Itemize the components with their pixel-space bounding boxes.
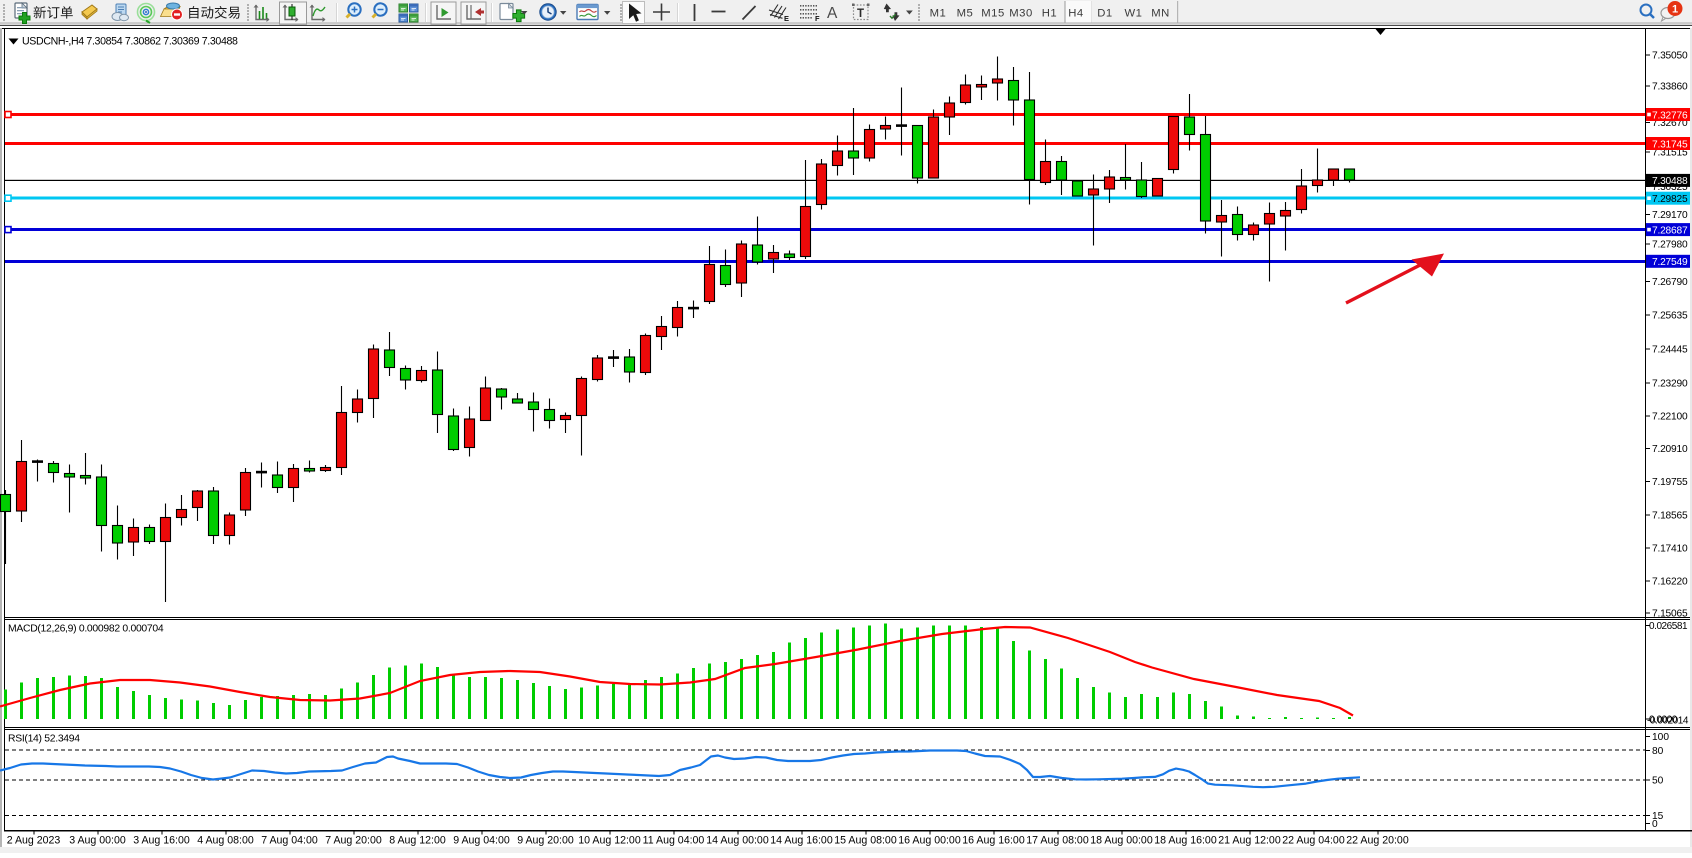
svg-text:15 Aug 08:00: 15 Aug 08:00	[834, 835, 897, 847]
svg-text:7.30488: 7.30488	[1652, 176, 1688, 187]
svg-text:80: 80	[1652, 746, 1664, 757]
svg-text:3 Aug 00:00: 3 Aug 00:00	[69, 835, 126, 847]
svg-text:7.32776: 7.32776	[1652, 110, 1688, 121]
svg-text:M15: M15	[981, 8, 1004, 20]
svg-text:7.19755: 7.19755	[1652, 477, 1688, 488]
svg-text:USDCNH-,H4 7.30854 7.30862 7.: USDCNH-,H4 7.30854 7.30862 7.30369 7.304…	[22, 36, 238, 48]
svg-text:0.0000: 0.0000	[1649, 715, 1678, 726]
svg-text:14 Aug 00:00: 14 Aug 00:00	[706, 835, 769, 847]
svg-text:7 Aug 20:00: 7 Aug 20:00	[325, 835, 382, 847]
svg-text:21 Aug 12:00: 21 Aug 12:00	[1218, 835, 1281, 847]
svg-text:7.20910: 7.20910	[1652, 444, 1688, 455]
svg-text:50: 50	[1652, 776, 1664, 787]
svg-text:7.28687: 7.28687	[1652, 225, 1688, 236]
svg-text:7.32670: 7.32670	[1652, 118, 1688, 129]
svg-text:7.23290: 7.23290	[1652, 379, 1688, 390]
svg-text:7.27549: 7.27549	[1652, 257, 1688, 268]
svg-text:0.026581: 0.026581	[1649, 621, 1688, 632]
svg-text:7.18565: 7.18565	[1652, 511, 1688, 522]
svg-text:M5: M5	[957, 8, 974, 20]
svg-text:W1: W1	[1125, 8, 1143, 20]
svg-text:22 Aug 20:00: 22 Aug 20:00	[1346, 835, 1409, 847]
svg-text:11 Aug 04:00: 11 Aug 04:00	[643, 835, 705, 847]
svg-text:7.35050: 7.35050	[1652, 51, 1688, 62]
svg-text:7.30325: 7.30325	[1652, 182, 1688, 193]
svg-text:7.29170: 7.29170	[1652, 210, 1688, 221]
svg-text:RSI(14) 52.3494: RSI(14) 52.3494	[8, 734, 80, 745]
svg-text:15: 15	[1652, 811, 1664, 822]
svg-text:M30: M30	[1009, 8, 1032, 20]
svg-text:9 Aug 20:00: 9 Aug 20:00	[517, 835, 574, 847]
svg-text:22 Aug 04:00: 22 Aug 04:00	[1282, 835, 1345, 847]
svg-text:7.16220: 7.16220	[1652, 577, 1688, 588]
svg-text:10 Aug 12:00: 10 Aug 12:00	[578, 835, 641, 847]
svg-text:A: A	[827, 5, 838, 22]
svg-text:7 Aug 04:00: 7 Aug 04:00	[261, 835, 318, 847]
svg-text:16 Aug 16:00: 16 Aug 16:00	[962, 835, 1025, 847]
svg-text:7.17410: 7.17410	[1652, 544, 1688, 555]
svg-text:7.24445: 7.24445	[1652, 345, 1688, 356]
svg-text:7.27980: 7.27980	[1652, 240, 1688, 251]
svg-text:3 Aug 16:00: 3 Aug 16:00	[133, 835, 190, 847]
svg-text:F: F	[815, 14, 820, 23]
svg-text:H4: H4	[1068, 8, 1083, 20]
svg-text:17 Aug 08:00: 17 Aug 08:00	[1026, 835, 1089, 847]
svg-text:18 Aug 16:00: 18 Aug 16:00	[1154, 835, 1217, 847]
svg-text:7.33860: 7.33860	[1652, 82, 1688, 93]
svg-text:14 Aug 16:00: 14 Aug 16:00	[770, 835, 833, 847]
svg-text:H1: H1	[1042, 8, 1057, 20]
svg-text:100: 100	[1652, 732, 1669, 743]
svg-text:9 Aug 04:00: 9 Aug 04:00	[453, 835, 510, 847]
svg-text:7.15065: 7.15065	[1652, 609, 1688, 620]
svg-text:T: T	[857, 8, 864, 20]
svg-text:7.31515: 7.31515	[1652, 148, 1688, 159]
svg-text:8 Aug 12:00: 8 Aug 12:00	[389, 835, 446, 847]
svg-text:7.26790: 7.26790	[1652, 277, 1688, 288]
svg-text:MN: MN	[1151, 8, 1170, 20]
svg-text:7.25635: 7.25635	[1652, 311, 1688, 322]
svg-text:7.22100: 7.22100	[1652, 412, 1688, 423]
svg-text:18 Aug 00:00: 18 Aug 00:00	[1090, 835, 1153, 847]
svg-text:-0.002014: -0.002014	[1647, 716, 1689, 727]
svg-text:7.29825: 7.29825	[1652, 194, 1688, 205]
svg-text:4 Aug 08:00: 4 Aug 08:00	[197, 835, 254, 847]
svg-text:0: 0	[1652, 819, 1658, 830]
svg-text:MACD(12,26,9) 0.000982 0.00070: MACD(12,26,9) 0.000982 0.000704	[8, 624, 164, 635]
svg-text:M1: M1	[930, 8, 947, 20]
svg-text:2 Aug 2023: 2 Aug 2023	[7, 835, 61, 847]
svg-text:E: E	[784, 14, 789, 23]
svg-text:16 Aug 00:00: 16 Aug 00:00	[898, 835, 961, 847]
svg-text:1: 1	[1672, 4, 1678, 16]
svg-text:7.31745: 7.31745	[1652, 139, 1688, 150]
svg-text:D1: D1	[1097, 8, 1112, 20]
